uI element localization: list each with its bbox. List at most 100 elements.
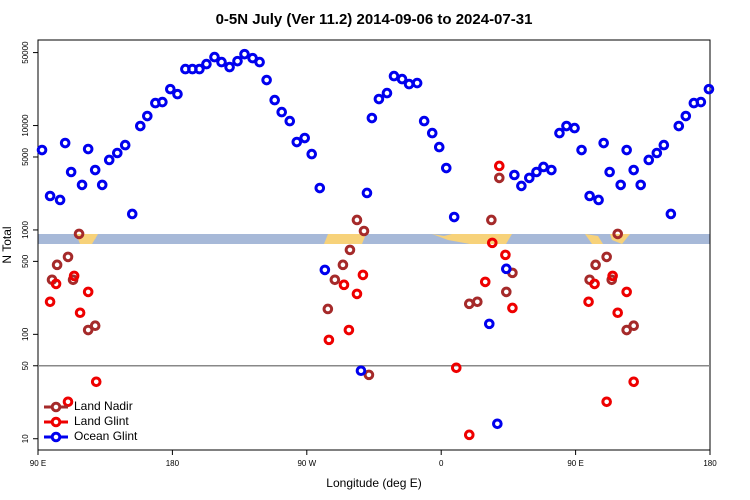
point (165, 83, 176, 95)
point (621, 144, 632, 156)
point (658, 139, 670, 151)
point (396, 73, 408, 85)
x-tick-label: 180 (166, 459, 180, 468)
point (524, 172, 535, 184)
point (601, 396, 612, 408)
point (628, 164, 639, 176)
point (673, 120, 685, 132)
point (576, 144, 587, 156)
point (680, 110, 692, 122)
point (216, 56, 227, 68)
y-tick-label: 10000 (21, 114, 30, 137)
point (111, 147, 123, 159)
point (621, 286, 632, 298)
point (276, 106, 288, 118)
x-tick-label: 0 (439, 459, 444, 468)
point (615, 179, 626, 191)
point (472, 296, 483, 308)
point (74, 307, 86, 319)
point (433, 141, 445, 153)
point (509, 169, 520, 181)
y-tick-label: 5000 (21, 148, 30, 166)
point (651, 147, 663, 159)
y-tick-label: 100 (21, 327, 30, 341)
point (583, 296, 594, 308)
point (306, 148, 318, 160)
point (73, 228, 85, 240)
point (89, 320, 101, 331)
legend-marker (50, 431, 62, 443)
point (59, 137, 71, 149)
y-tick-label: 1000 (21, 220, 30, 238)
point (89, 164, 101, 176)
point (426, 127, 438, 139)
legend-marker (50, 401, 62, 413)
point (411, 77, 423, 89)
point (492, 418, 503, 430)
point (134, 120, 146, 132)
point (531, 166, 542, 178)
point (209, 51, 220, 63)
point (361, 187, 373, 199)
point (351, 288, 363, 300)
x-tick-label: 90 E (567, 459, 583, 468)
point (486, 237, 498, 249)
y-tick-label: 50000 (21, 41, 30, 64)
plot-frame (37, 39, 711, 451)
point (589, 278, 600, 290)
legend-label: Land Nadir (74, 399, 133, 413)
point (126, 208, 138, 220)
point (319, 264, 331, 276)
y-axis-label: N Total (0, 226, 14, 263)
point (463, 298, 475, 310)
point (448, 211, 460, 223)
point (314, 182, 326, 194)
point (358, 225, 370, 237)
point (554, 127, 565, 139)
point (142, 110, 153, 122)
point (299, 132, 311, 144)
point (355, 365, 367, 377)
point (82, 286, 94, 298)
point (239, 48, 250, 60)
point (194, 63, 205, 75)
point (703, 83, 715, 95)
point (483, 318, 495, 330)
point (500, 249, 511, 261)
point (62, 251, 74, 263)
point (68, 270, 80, 282)
point (343, 324, 355, 336)
point (351, 214, 363, 226)
legend-marker (50, 416, 62, 428)
point (36, 144, 48, 156)
chart-title: 0-5N July (Ver 11.2) 2014-09-06 to 2024-… (216, 11, 533, 28)
point (665, 208, 677, 220)
legend-label: Ocean Glint (74, 429, 138, 443)
point (76, 179, 88, 191)
point (54, 194, 66, 206)
x-tick-label: 90 W (297, 459, 316, 468)
point (381, 87, 393, 99)
point (44, 296, 56, 308)
point (593, 194, 604, 206)
point (338, 279, 350, 291)
point (82, 143, 94, 155)
point (344, 244, 356, 256)
point (388, 70, 400, 82)
point (50, 278, 62, 290)
point (284, 115, 296, 127)
point (601, 251, 612, 263)
point (569, 122, 580, 134)
point (584, 190, 595, 202)
point (157, 96, 168, 108)
point (612, 307, 624, 319)
point (479, 276, 491, 288)
y-tick-label: 500 (21, 254, 30, 268)
point (90, 376, 102, 388)
point (607, 270, 618, 282)
point (62, 396, 74, 408)
point (65, 166, 77, 178)
point (51, 259, 63, 271)
point (403, 78, 415, 90)
point (363, 369, 375, 381)
